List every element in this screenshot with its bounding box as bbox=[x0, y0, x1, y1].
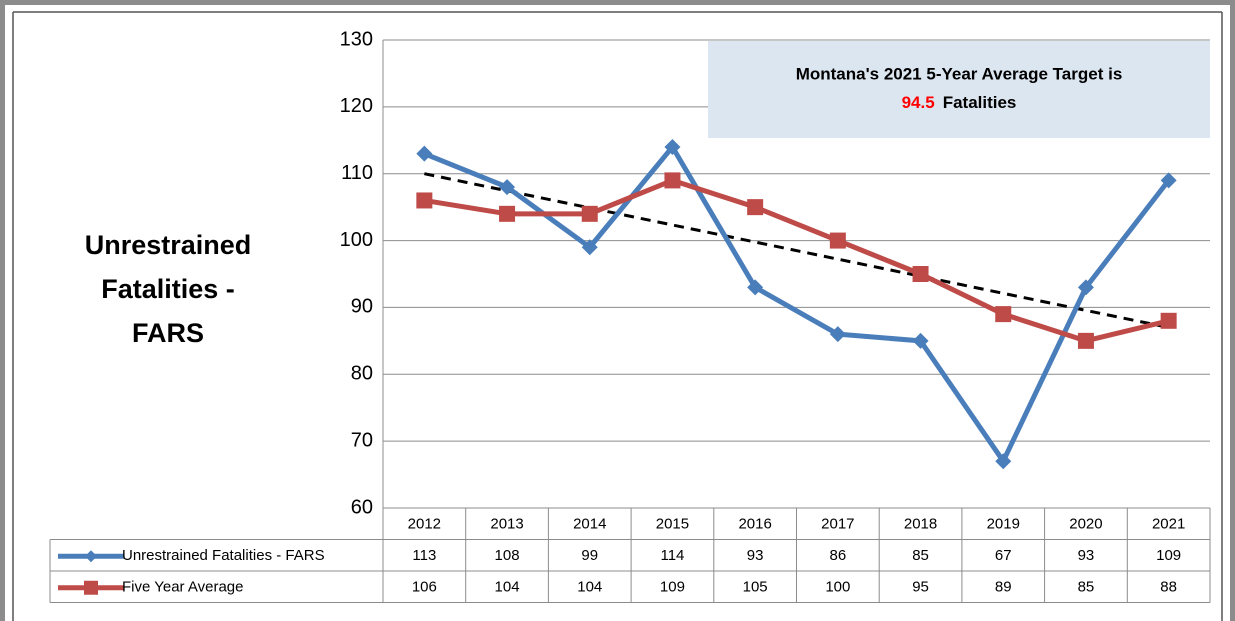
marker bbox=[747, 279, 764, 296]
annotation-suffix: Fatalities bbox=[943, 93, 1017, 112]
table-value: 104 bbox=[577, 579, 602, 596]
axis-title: FARS bbox=[132, 318, 204, 348]
marker bbox=[581, 239, 598, 256]
axis-title: Unrestrained bbox=[85, 230, 252, 260]
x-tick-label: 2020 bbox=[1069, 516, 1102, 533]
annotation-value: 94.5 bbox=[902, 93, 935, 112]
table-value: 109 bbox=[660, 579, 685, 596]
x-tick-label: 2012 bbox=[408, 516, 441, 533]
table-value: 89 bbox=[995, 579, 1012, 596]
marker bbox=[995, 453, 1012, 470]
table-value: 106 bbox=[412, 579, 437, 596]
marker bbox=[416, 192, 433, 209]
marker bbox=[1077, 279, 1094, 296]
marker bbox=[416, 145, 433, 162]
table-value: 113 bbox=[412, 547, 436, 564]
marker bbox=[912, 332, 929, 349]
legend-label: Five Year Average bbox=[122, 579, 243, 596]
table-value: 104 bbox=[495, 579, 520, 596]
marker bbox=[829, 232, 846, 249]
y-tick-label: 70 bbox=[351, 429, 373, 451]
table-value: 67 bbox=[995, 547, 1012, 564]
table-value: 85 bbox=[912, 547, 929, 564]
table-value: 85 bbox=[1078, 579, 1095, 596]
table-value: 105 bbox=[743, 579, 768, 596]
annotation-box bbox=[708, 41, 1210, 138]
axis-title: Fatalities - bbox=[101, 274, 235, 304]
x-tick-label: 2019 bbox=[987, 516, 1020, 533]
x-tick-label: 2015 bbox=[656, 516, 689, 533]
x-tick-label: 2017 bbox=[821, 516, 854, 533]
y-tick-label: 110 bbox=[341, 162, 373, 184]
x-tick-label: 2018 bbox=[904, 516, 937, 533]
x-tick-label: 2016 bbox=[738, 516, 771, 533]
legend-swatch-marker bbox=[85, 550, 97, 563]
annotation-line: 94.5 Fatalities bbox=[902, 93, 1017, 112]
marker bbox=[1160, 312, 1177, 329]
table-value: 95 bbox=[912, 579, 929, 596]
y-tick-label: 60 bbox=[351, 496, 373, 518]
table-value: 86 bbox=[830, 547, 847, 564]
marker bbox=[664, 138, 681, 155]
marker bbox=[1160, 172, 1177, 189]
x-tick-label: 2013 bbox=[490, 516, 523, 533]
table-value: 100 bbox=[825, 579, 850, 596]
y-tick-label: 90 bbox=[351, 296, 373, 318]
y-tick-label: 100 bbox=[340, 229, 373, 251]
series-line bbox=[423, 177, 1170, 344]
annotation-text: Montana's 2021 5-Year Average Target is bbox=[796, 64, 1123, 83]
marker bbox=[995, 306, 1012, 323]
y-tick-label: 120 bbox=[340, 95, 373, 117]
marker bbox=[912, 266, 929, 282]
trendline bbox=[424, 172, 1169, 329]
x-tick-label: 2021 bbox=[1152, 516, 1185, 533]
table-value: 99 bbox=[581, 547, 598, 564]
marker bbox=[829, 326, 846, 343]
legend-label: Unrestrained Fatalities - FARS bbox=[122, 547, 325, 564]
y-tick-label: 130 bbox=[340, 28, 373, 50]
marker bbox=[664, 172, 681, 189]
table-value: 88 bbox=[1160, 579, 1177, 596]
table-value: 93 bbox=[1078, 547, 1095, 564]
y-tick-label: 80 bbox=[351, 363, 373, 385]
x-tick-label: 2014 bbox=[573, 516, 606, 533]
table-value: 108 bbox=[495, 547, 520, 564]
marker bbox=[1077, 332, 1094, 349]
marker bbox=[581, 205, 598, 222]
table-value: 109 bbox=[1156, 547, 1181, 564]
table-value: 93 bbox=[747, 547, 764, 564]
marker bbox=[747, 199, 764, 216]
table-value: 114 bbox=[660, 547, 684, 564]
marker bbox=[499, 179, 516, 196]
marker bbox=[499, 205, 516, 222]
series-line bbox=[423, 144, 1171, 464]
legend-swatch-marker bbox=[84, 580, 98, 595]
